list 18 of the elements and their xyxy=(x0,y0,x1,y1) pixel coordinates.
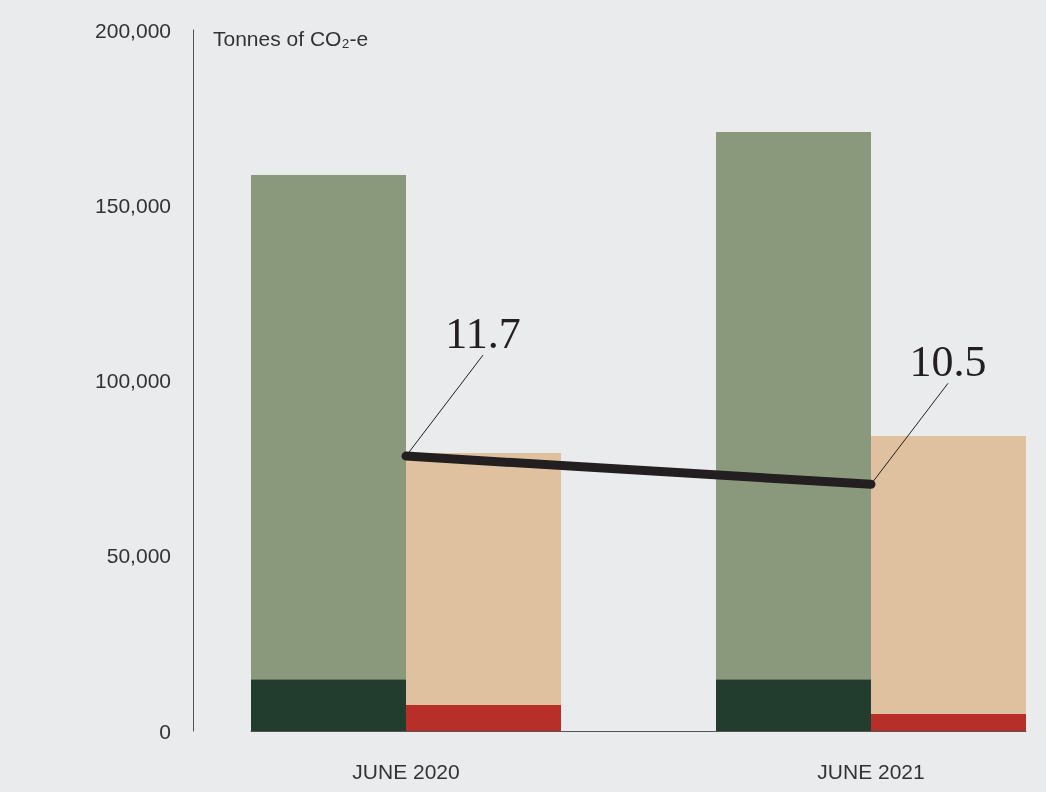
y-axis-title: Tonnes of CO₂-e xyxy=(213,26,369,50)
y-tick-label: 0 xyxy=(159,719,171,743)
bar xyxy=(871,435,1026,714)
data-label: 10.5 xyxy=(909,336,987,386)
y-tick-label: 50,000 xyxy=(106,544,171,568)
bar xyxy=(871,713,1026,731)
y-tick-label: 200,000 xyxy=(95,18,171,42)
y-tick-label: 100,000 xyxy=(95,369,171,392)
bar xyxy=(251,175,406,680)
bar xyxy=(716,679,871,731)
bar xyxy=(251,679,406,731)
data-label: 11.7 xyxy=(445,308,521,358)
x-tick-label: JUNE 2020 xyxy=(352,760,460,783)
bar xyxy=(406,705,561,731)
y-tick-label: 150,000 xyxy=(95,193,171,217)
bar xyxy=(406,453,561,706)
x-tick-label: JUNE 2021 xyxy=(817,760,925,783)
bar xyxy=(716,132,871,680)
